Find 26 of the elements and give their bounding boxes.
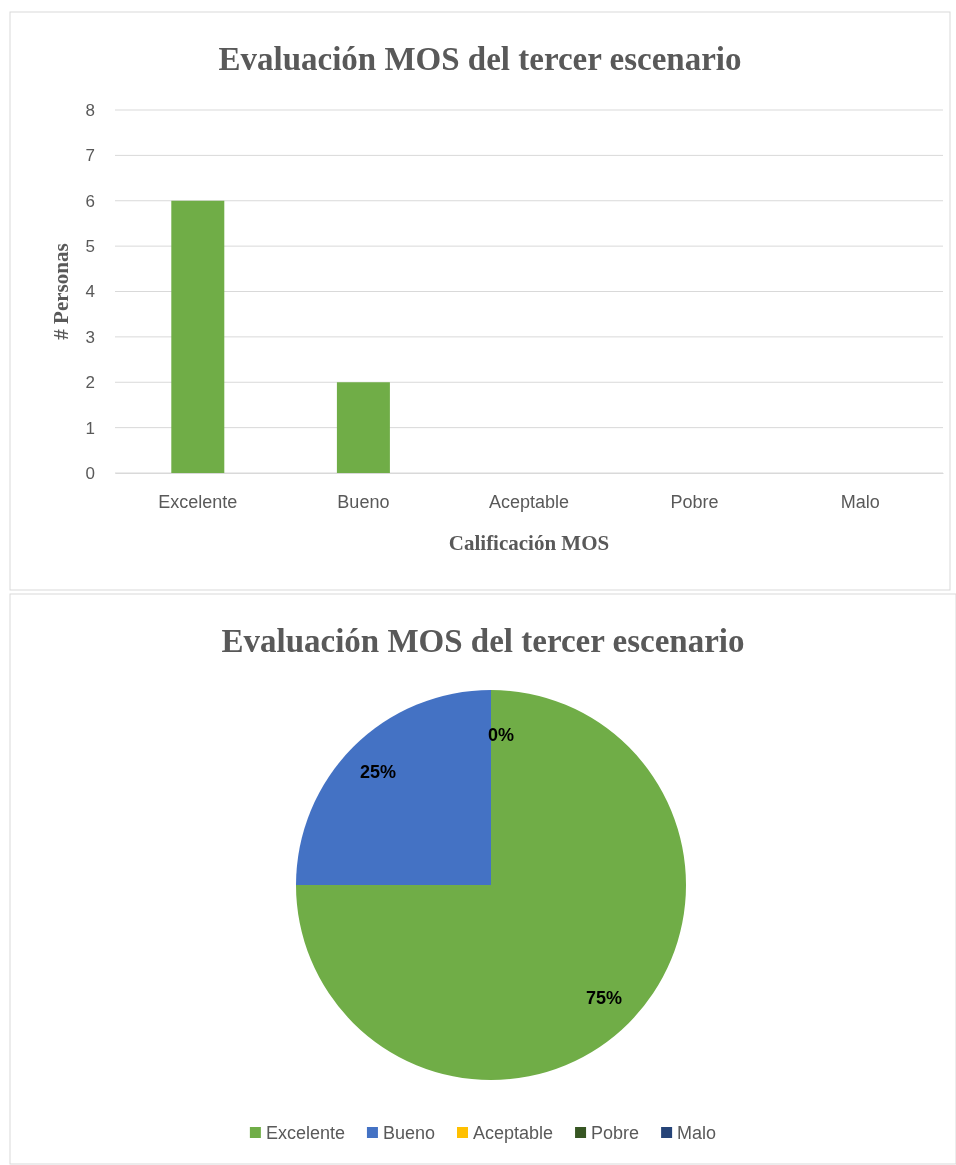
y-tick-label: 6 [85,191,95,211]
legend-label: Malo [677,1123,717,1144]
legend-label: Aceptable [473,1123,554,1144]
x-tick-label: Pobre [670,491,719,512]
chart-title: Evaluación MOS del tercer escenario [221,623,745,659]
y-tick-label: 8 [85,100,95,120]
data-label: 25% [359,762,396,783]
data-label: 75% [586,988,623,1009]
x-tick-label: Excelente [158,491,238,512]
x-tick-label: Aceptable [488,491,570,512]
y-tick-label: 0 [85,463,95,483]
y-axis-title: # Personas [49,243,73,340]
y-tick-label: 1 [85,418,95,438]
legend-label: Bueno [382,1123,435,1144]
y-tick-label: 5 [85,237,95,257]
chart-title: Evaluación MOS del tercer escenario [218,41,742,77]
legend-label: Pobre [591,1123,640,1144]
x-tick-label: Bueno [337,491,390,512]
y-tick-label: 3 [85,327,95,347]
x-axis-title: Calificación MOS [448,531,610,555]
x-tick-label: Malo [840,491,880,512]
y-tick-label: 2 [85,373,95,393]
legend-label: Excelente [265,1123,345,1144]
y-tick-label: 4 [85,282,95,302]
pie-slice [296,690,686,1080]
y-tick-label: 7 [85,146,95,166]
